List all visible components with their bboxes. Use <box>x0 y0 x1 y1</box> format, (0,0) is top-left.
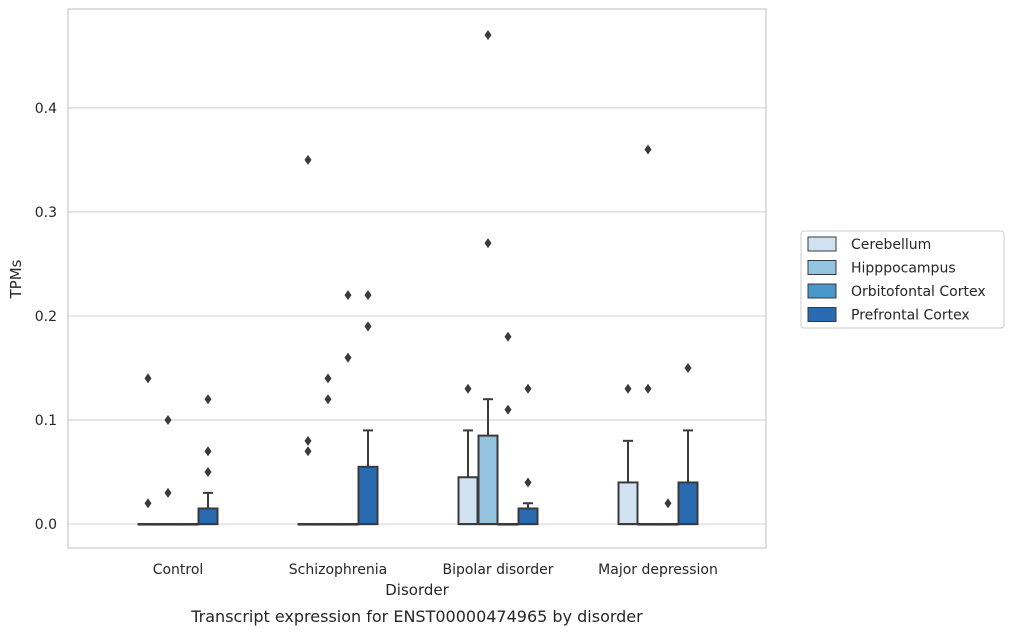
outlier-point <box>344 352 352 363</box>
box-group <box>497 331 519 526</box>
box-group <box>357 290 379 526</box>
outlier-point <box>524 383 532 394</box>
outlier-point <box>324 373 332 384</box>
outlier-point <box>324 394 332 405</box>
box-group <box>197 394 219 526</box>
outlier-point <box>504 404 512 415</box>
outlier-point <box>684 362 692 373</box>
outlier-point <box>144 498 152 509</box>
grid-lines <box>68 107 766 525</box>
box <box>677 481 699 526</box>
box <box>197 507 219 526</box>
y-tick-label: 0.3 <box>35 205 57 221</box>
x-tick-label: Bipolar disorder <box>442 562 553 578</box>
x-tick-label: Control <box>153 562 204 578</box>
outlier-point <box>304 446 312 457</box>
outlier-point <box>644 383 652 394</box>
legend-swatch <box>807 283 837 299</box>
box-group <box>517 383 539 526</box>
outlier-point <box>644 144 652 155</box>
outlier-point <box>624 383 632 394</box>
outlier-point <box>304 154 312 165</box>
box-group <box>157 415 179 526</box>
outlier-point <box>664 498 672 509</box>
box-group <box>177 523 199 526</box>
box-group <box>317 373 339 526</box>
outlier-point <box>364 290 372 301</box>
legend-label: Cerebellum <box>851 237 931 253</box>
x-tick-label: Major depression <box>598 562 718 578</box>
outlier-point <box>164 487 172 498</box>
box <box>457 476 479 526</box>
y-tick-label: 0.1 <box>35 413 57 429</box>
outlier-point <box>364 321 372 332</box>
box <box>517 507 539 526</box>
outlier-point <box>144 373 152 384</box>
outlier-point <box>304 435 312 446</box>
outlier-point <box>504 331 512 342</box>
x-tick-labels: Control Schizophrenia Bipolar disorder Majo… <box>153 562 718 578</box>
y-tick-label: 0.0 <box>35 517 57 533</box>
chart-caption: Transcript expression for ENST0000047496… <box>190 607 643 626</box>
box-group <box>677 362 699 526</box>
box-group <box>657 498 679 526</box>
box <box>477 434 499 526</box>
box-group <box>137 373 159 526</box>
box-plot-marks <box>137 30 699 526</box>
box <box>617 481 639 526</box>
box-group <box>617 383 639 526</box>
outlier-point <box>204 446 212 457</box>
x-axis-label: Disorder <box>385 581 449 599</box>
legend-label: Prefrontal Cortex <box>851 308 970 324</box>
y-axis-label: TPMs <box>7 259 25 299</box>
legend-label: Hipppocampus <box>851 261 956 277</box>
box-group <box>297 154 319 526</box>
outlier-point <box>524 477 532 488</box>
x-tick-label: Schizophrenia <box>289 562 387 578</box>
legend-swatch <box>807 260 837 275</box>
legend-swatch <box>807 236 837 252</box>
legend-swatch <box>807 307 837 322</box>
y-tick-label: 0.4 <box>35 101 57 117</box>
outlier-point <box>464 383 472 394</box>
outlier-point <box>344 290 352 301</box>
box-group <box>337 290 359 526</box>
legend-frame <box>800 230 1005 329</box>
box-group <box>457 383 479 526</box>
box-group <box>637 144 659 526</box>
outlier-point <box>484 238 492 249</box>
outlier-point <box>484 30 492 41</box>
outlier-point <box>164 415 172 426</box>
plot-frame <box>67 8 767 549</box>
legend: Cerebellum Hipppocampus Orbitofontal Corte… <box>800 230 1005 329</box>
box <box>357 465 379 526</box>
box-group <box>477 30 499 526</box>
legend-label: Orbitofontal Cortex <box>851 284 986 300</box>
outlier-point <box>204 394 212 405</box>
y-tick-labels: 0.0 0.1 0.2 0.3 0.4 <box>35 101 57 533</box>
outlier-point <box>204 467 212 478</box>
y-tick-label: 0.2 <box>35 309 57 325</box>
